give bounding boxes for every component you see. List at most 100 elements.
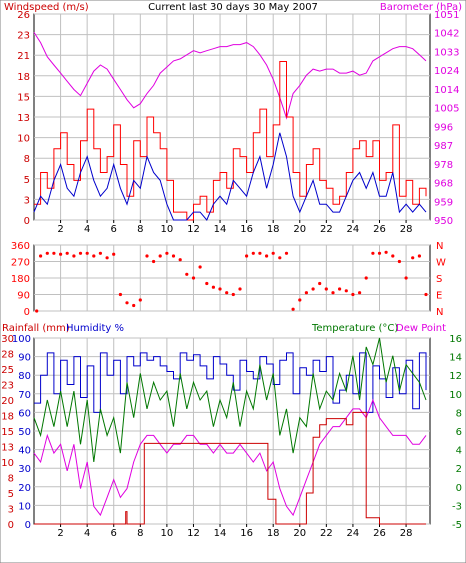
direction-compass-label: E: [436, 291, 442, 302]
direction-point: [52, 251, 56, 255]
barometer-line: [33, 32, 427, 120]
direction-point: [397, 259, 401, 264]
humidity-tick-label: 0: [25, 520, 31, 531]
wind-x-tick-label: 8: [137, 224, 143, 235]
barometer-tick-label: 1051: [434, 10, 459, 21]
direction-point: [258, 251, 262, 255]
rainfall-tick-label: 10: [1, 458, 14, 469]
direction-degree-label: 180: [11, 274, 30, 285]
direction-point: [118, 292, 122, 297]
barometer-tick-label: 1024: [434, 66, 459, 77]
direction-point: [238, 287, 242, 291]
direction-point: [92, 254, 96, 258]
wind-x-tick-label: 26: [373, 224, 386, 235]
direction-point: [271, 251, 275, 255]
rain-x-tick-label: 10: [161, 528, 174, 539]
rainfall-tick-label: 18: [1, 412, 14, 423]
direction-point: [245, 254, 249, 258]
barometer-tick-label: 1042: [434, 29, 459, 40]
direction-point: [358, 291, 362, 295]
direction-point: [191, 276, 196, 280]
humidity-tick-label: 90: [18, 353, 31, 364]
wind-x-tick-label: 6: [111, 224, 117, 235]
rainfall-tick-label: 8: [8, 474, 14, 485]
wind-x-tick-label: 18: [267, 224, 280, 235]
direction-point: [304, 291, 308, 295]
direction-point: [45, 251, 49, 255]
direction-point: [145, 254, 149, 258]
humidity-tick-label: 100: [12, 334, 31, 345]
windspeed-tick-label: 26: [17, 10, 30, 21]
humidity-tick-label: 30: [18, 464, 31, 475]
humidity-tick-label: 40: [18, 446, 31, 457]
rain-x-tick-label: 18: [267, 528, 280, 539]
direction-point: [338, 287, 342, 291]
windspeed-tick-label: 0: [24, 216, 30, 227]
humidity-tick-label: 60: [18, 408, 31, 419]
wind-x-tick-label: 24: [347, 224, 360, 235]
direction-point: [211, 285, 215, 289]
direction-degree-label: 270: [11, 258, 30, 269]
rain-x-tick-label: 20: [293, 528, 306, 539]
humidity-tick-label: 50: [18, 427, 31, 438]
wind-x-tick-label: 14: [214, 224, 227, 235]
direction-point: [98, 251, 102, 255]
direction-point: [158, 254, 162, 258]
rain-x-tick-label: 22: [320, 528, 333, 539]
direction-compass-label: N: [436, 241, 443, 252]
temperature-axis-label: Temperature (°C): [311, 323, 398, 334]
direction-point: [424, 292, 428, 297]
humidity-axis-label: Humidity %: [66, 323, 124, 334]
windspeed-tick-label: 3: [24, 195, 30, 206]
direction-point: [364, 276, 368, 280]
rain-x-tick-label: 14: [214, 528, 227, 539]
direction-point: [178, 258, 182, 262]
direction-point: [371, 251, 375, 255]
windspeed-line: [34, 61, 427, 221]
barometer-tick-label: 996: [434, 122, 453, 133]
chart-title: Current last 30 days 30 May 2007: [148, 2, 318, 13]
rainfall-tick-label: 30: [1, 334, 14, 345]
direction-point: [324, 287, 328, 291]
barometer-tick-label: 987: [434, 141, 453, 152]
wind-x-tick-label: 20: [293, 224, 306, 235]
direction-point: [417, 254, 421, 258]
rain-x-tick-label: 16: [240, 528, 253, 539]
direction-point: [251, 251, 255, 255]
barometer-tick-label: 1005: [434, 104, 459, 115]
direction-point: [59, 252, 63, 256]
rainfall-tick-label: 23: [1, 381, 14, 392]
rain-x-tick-label: 6: [111, 528, 117, 539]
dewpoint-axis-label: Dew Point: [396, 323, 446, 334]
barometer-tick-label: 959: [434, 197, 453, 208]
rain-x-tick-label: 28: [400, 528, 413, 539]
direction-point: [225, 291, 229, 295]
direction-point: [125, 301, 129, 305]
wind-x-tick-label: 2: [57, 224, 63, 235]
direction-point: [411, 256, 415, 260]
direction-point: [218, 287, 222, 291]
barometer-tick-label: 1033: [434, 47, 459, 58]
humidity-tick-label: 70: [18, 390, 31, 401]
windspeed-tick-label: 13: [17, 113, 30, 124]
wind-x-tick-label: 16: [240, 224, 253, 235]
temperature-tick-label: -3: [452, 501, 462, 512]
direction-point: [278, 256, 282, 260]
direction-point: [205, 281, 209, 286]
direction-point: [344, 289, 348, 293]
wind-x-tick-label: 28: [400, 224, 413, 235]
temperature-tick-label: 4: [456, 446, 462, 457]
temperature-tick-label: 8: [456, 408, 462, 419]
rainfall-tick-label: 5: [8, 489, 14, 500]
direction-degree-label: 360: [11, 241, 30, 252]
barometer-axis-label: Barometer (hPa): [380, 2, 462, 13]
rain-x-tick-label: 8: [137, 528, 143, 539]
avg-wind-line: [33, 132, 427, 221]
rain-x-tick-label: 12: [187, 528, 200, 539]
direction-point: [85, 251, 89, 255]
direction-point: [231, 292, 235, 297]
temperature-tick-label: 6: [456, 427, 462, 438]
direction-point: [165, 251, 169, 255]
wind-x-tick-label: 22: [320, 224, 333, 235]
